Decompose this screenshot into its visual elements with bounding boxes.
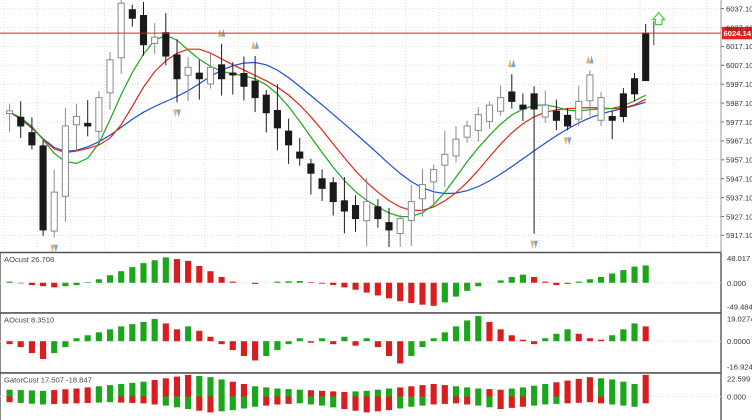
svg-text:6037.10: 6037.10 xyxy=(726,4,752,13)
svg-text:6007.10: 6007.10 xyxy=(726,61,752,70)
svg-text:6027.10: 6027.10 xyxy=(726,23,752,32)
svg-text:5967.10: 5967.10 xyxy=(726,137,752,146)
svg-text:6017.10: 6017.10 xyxy=(726,42,752,51)
svg-text:0.000: 0.000 xyxy=(727,393,746,402)
svg-text:22.599: 22.599 xyxy=(727,375,750,384)
svg-text:-16.9245: -16.9245 xyxy=(727,363,752,372)
svg-text:5987.10: 5987.10 xyxy=(726,99,752,108)
svg-text:48.017: 48.017 xyxy=(727,254,750,263)
svg-text:5947.10: 5947.10 xyxy=(726,175,752,184)
svg-text:5997.10: 5997.10 xyxy=(726,80,752,89)
svg-text:5917.10: 5917.10 xyxy=(726,231,752,240)
svg-text:19.0274: 19.0274 xyxy=(727,315,752,324)
svg-text:-49.484: -49.484 xyxy=(727,303,752,312)
svg-text:AOcust 8.3510: AOcust 8.3510 xyxy=(4,316,54,325)
svg-text:0.000: 0.000 xyxy=(727,279,746,288)
svg-text:5957.10: 5957.10 xyxy=(726,156,752,165)
svg-text:GatorCust 17.507 -18.847: GatorCust 17.507 -18.847 xyxy=(4,376,92,385)
svg-text:5927.10: 5927.10 xyxy=(726,212,752,221)
svg-text:5977.10: 5977.10 xyxy=(726,118,752,127)
svg-text:0.0000: 0.0000 xyxy=(727,337,750,346)
svg-text:5937.10: 5937.10 xyxy=(726,193,752,202)
svg-text:AOcust 26.708: AOcust 26.708 xyxy=(4,255,54,264)
